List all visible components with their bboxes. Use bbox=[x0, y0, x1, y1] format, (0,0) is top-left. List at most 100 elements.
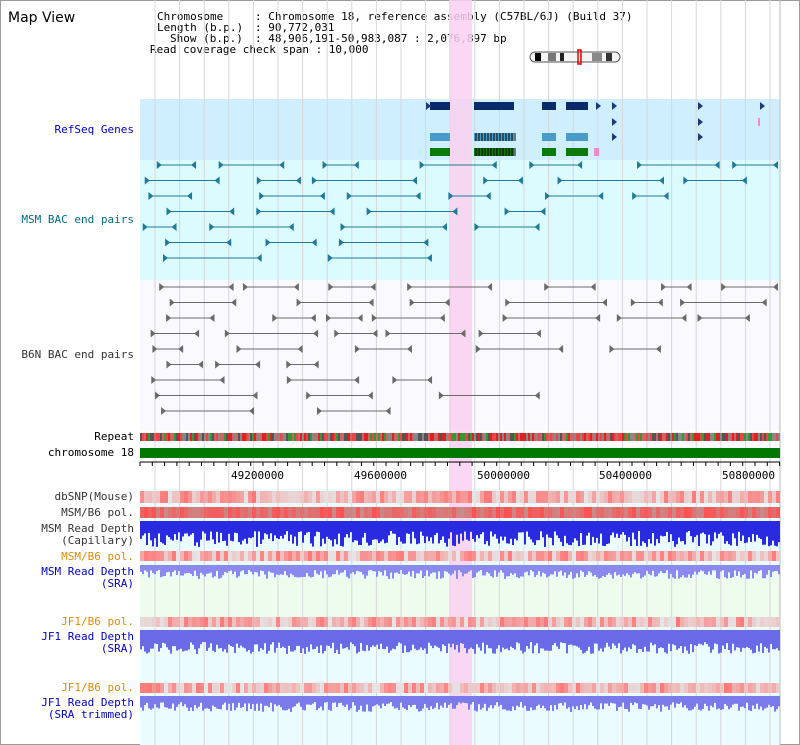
msm-b6-pol-label[interactable]: MSM/B6 pol. bbox=[61, 506, 134, 519]
polymorphism-strip bbox=[696, 683, 700, 693]
read-depth-bar bbox=[348, 630, 350, 650]
read-depth-bar bbox=[706, 696, 708, 707]
polymorphism-strip bbox=[176, 551, 180, 561]
polymorphism-strip bbox=[228, 617, 232, 627]
repeat-mark bbox=[406, 433, 408, 441]
read-depth-bar bbox=[484, 565, 486, 576]
repeat-mark bbox=[404, 433, 406, 441]
read-depth-bar bbox=[482, 565, 484, 576]
dbsnp-label[interactable]: dbSNP(Mouse) bbox=[54, 490, 134, 503]
msm-read-depth-capillary-label[interactable]: MSM Read Depth (Capillary) bbox=[4, 523, 134, 547]
read-depth-bar bbox=[664, 696, 666, 707]
read-depth-bar bbox=[198, 521, 200, 547]
msm-b6-pol-sra-label[interactable]: MSM/B6 pol. bbox=[61, 550, 134, 563]
msm-bac-pair bbox=[534, 223, 540, 231]
read-depth-bar bbox=[428, 521, 430, 542]
read-depth-bar bbox=[192, 696, 194, 712]
read-depth-bar bbox=[352, 565, 354, 573]
read-depth-bar bbox=[504, 565, 506, 579]
read-depth-bar bbox=[534, 521, 536, 545]
repeat-mark bbox=[518, 433, 520, 441]
msm-bac-label[interactable]: MSM BAC end pairs bbox=[21, 213, 134, 226]
read-depth-bar bbox=[646, 565, 648, 571]
read-depth-bar bbox=[280, 521, 282, 536]
msm-read-depth-sra-line2: (SRA) bbox=[100, 577, 134, 590]
read-depth-bar bbox=[216, 696, 218, 709]
repeat-mark bbox=[580, 433, 582, 441]
polymorphism-strip bbox=[404, 683, 408, 693]
polymorphism-strip bbox=[764, 491, 768, 503]
polymorphism-strip bbox=[748, 491, 752, 503]
read-depth-bar bbox=[196, 521, 198, 543]
read-depth-bar bbox=[376, 565, 378, 577]
repeat-mark bbox=[448, 433, 450, 441]
jf1-b6-pol-label[interactable]: JF1/B6 pol. bbox=[61, 615, 134, 628]
repeat-mark bbox=[508, 433, 510, 441]
repeat-mark bbox=[592, 433, 594, 441]
polymorphism-strip bbox=[440, 507, 444, 518]
repeat-mark bbox=[346, 433, 348, 441]
polymorphism-strip bbox=[676, 507, 680, 518]
read-depth-bar bbox=[634, 696, 636, 703]
polymorphism-strip bbox=[508, 683, 512, 693]
polymorphism-strip bbox=[300, 551, 304, 561]
repeat-mark bbox=[196, 433, 198, 441]
polymorphism-strip bbox=[280, 491, 284, 503]
read-depth-bar bbox=[228, 630, 230, 645]
jf1-read-depth-label[interactable]: JF1 Read Depth (SRA) bbox=[4, 631, 134, 655]
read-depth-bar bbox=[292, 630, 294, 652]
read-depth-bar bbox=[626, 521, 628, 542]
read-depth-bar bbox=[172, 696, 174, 704]
read-depth-bar bbox=[736, 696, 738, 704]
read-depth-bar bbox=[420, 630, 422, 648]
read-depth-bar bbox=[318, 565, 320, 575]
refseq-genes-label[interactable]: RefSeq Genes bbox=[54, 123, 134, 136]
repeat-mark bbox=[378, 433, 380, 441]
read-depth-bar bbox=[336, 521, 338, 545]
read-depth-bar bbox=[278, 565, 280, 576]
read-depth-bar bbox=[632, 696, 634, 706]
msm-read-depth-sra-label[interactable]: MSM Read Depth (SRA) bbox=[4, 566, 134, 590]
repeat-mark bbox=[530, 433, 532, 441]
read-depth-bar bbox=[714, 630, 716, 644]
read-depth-bar bbox=[304, 565, 306, 577]
polymorphism-strip bbox=[320, 507, 324, 518]
read-depth-bar bbox=[620, 630, 622, 654]
read-depth-bar bbox=[310, 630, 312, 645]
read-depth-bar bbox=[420, 565, 422, 571]
repeat-mark bbox=[516, 433, 518, 441]
b6n-bac-pair bbox=[313, 329, 319, 338]
repeat-mark bbox=[350, 433, 352, 441]
polymorphism-strip bbox=[600, 507, 604, 518]
read-depth-bar bbox=[444, 696, 446, 703]
read-depth-bar bbox=[322, 630, 324, 654]
read-depth-bar bbox=[378, 630, 380, 650]
polymorphism-strip bbox=[160, 507, 164, 518]
read-depth-bar bbox=[422, 565, 424, 578]
b6n-bac-pair bbox=[367, 391, 373, 400]
jf1-read-depth-trimmed-label[interactable]: JF1 Read Depth (SRA trimmed) bbox=[4, 697, 134, 721]
polymorphism-strip bbox=[412, 507, 416, 518]
read-depth-bar bbox=[482, 630, 484, 643]
msm-bac-pair bbox=[259, 192, 265, 200]
read-depth-bar bbox=[544, 696, 546, 709]
polymorphism-strip bbox=[592, 507, 596, 518]
read-depth-bar bbox=[432, 696, 434, 710]
read-depth-bar bbox=[738, 630, 740, 648]
polymorphism-strip bbox=[620, 683, 624, 693]
read-depth-bar bbox=[606, 565, 608, 575]
read-depth-bar bbox=[284, 521, 286, 535]
polymorphism-strip bbox=[448, 617, 452, 627]
repeat-mark bbox=[300, 433, 302, 441]
read-depth-bar bbox=[350, 630, 352, 643]
read-depth-bar bbox=[462, 521, 464, 541]
repeat-mark bbox=[532, 433, 534, 441]
repeat-mark bbox=[356, 433, 358, 441]
b6n-bac-label[interactable]: B6N BAC end pairs bbox=[21, 348, 134, 361]
refseq-arrow bbox=[426, 102, 431, 110]
read-depth-bar bbox=[758, 521, 760, 538]
jf1-b6-pol-trim-label[interactable]: JF1/B6 pol. bbox=[61, 681, 134, 694]
read-depth-bar bbox=[666, 565, 668, 571]
read-depth-bar bbox=[432, 521, 434, 544]
